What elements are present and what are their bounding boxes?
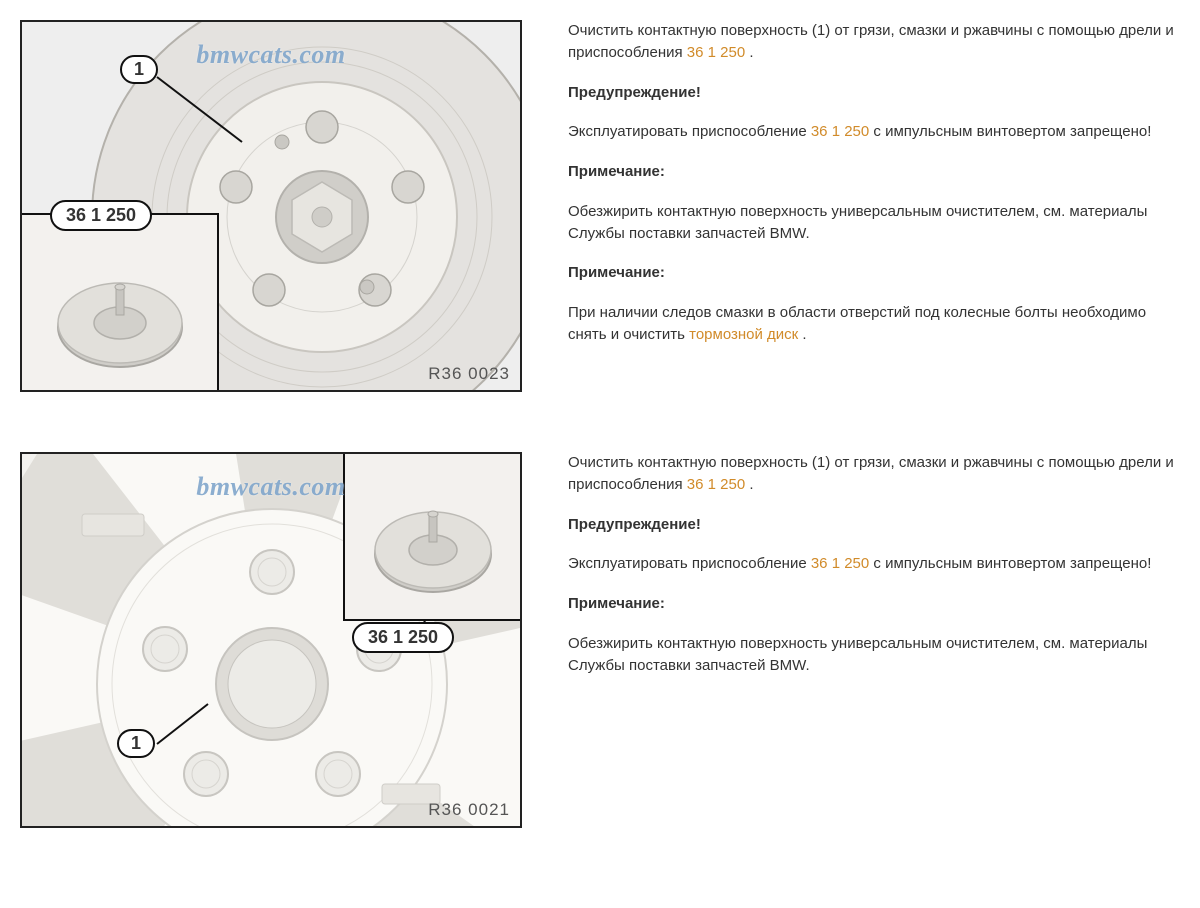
figure-2-callout-1: 1 (117, 729, 155, 758)
section-1-para-2: Эксплуатировать приспособление 36 1 250 … (568, 121, 1180, 143)
section-1-note1-heading: Примечание: (568, 161, 1180, 183)
section-1-para-1: Очистить контактную поверхность (1) от г… (568, 20, 1180, 64)
figure-1-inset (20, 213, 219, 392)
section-1-para-1b: . (745, 44, 753, 61)
tool-link[interactable]: 36 1 250 (687, 44, 745, 61)
figure-1-callout-tool: 36 1 250 (50, 200, 152, 231)
figure-1-callout-1-label: 1 (134, 59, 144, 79)
section-2-note1-heading: Примечание: (568, 593, 1180, 615)
figure-2-watermark: bmwcats.com (196, 472, 345, 502)
figure-1-callout-1: 1 (120, 55, 158, 84)
section-1-text: Очистить контактную поверхность (1) от г… (568, 20, 1180, 364)
section-1-para-2a: Эксплуатировать приспособление (568, 123, 811, 140)
figure-2-container: bmwcats.com (20, 452, 520, 828)
figure-1-inset-svg (22, 215, 217, 390)
section-1-para-4b: . (798, 326, 806, 343)
figure-2: bmwcats.com (20, 452, 522, 828)
figure-1: bmwcats.com (20, 20, 522, 392)
figure-2-ref: R36 0021 (428, 800, 510, 820)
section-2-para-1a: Очистить контактную поверхность (1) от г… (568, 454, 1174, 493)
section-1-para-4: При наличии следов смазки в области отве… (568, 302, 1180, 346)
section-1-warning-heading: Предупреждение! (568, 82, 1180, 104)
section-1-para-3: Обезжирить контактную поверхность универ… (568, 201, 1180, 245)
section-1-para-4a: При наличии следов смазки в области отве… (568, 304, 1146, 343)
figure-2-inset (343, 452, 522, 621)
figure-2-callout-tool: 36 1 250 (352, 622, 454, 653)
figure-2-callout-tool-label: 36 1 250 (368, 627, 438, 647)
figure-2-callout-1-label: 1 (131, 733, 141, 753)
brake-disc-link[interactable]: тормозной диск (689, 326, 798, 343)
section-1-note2-heading: Примечание: (568, 262, 1180, 284)
section-2-para-1: Очистить контактную поверхность (1) от г… (568, 452, 1180, 496)
section-2: bmwcats.com (20, 452, 1180, 828)
section-1: bmwcats.com (20, 20, 1180, 392)
tool-link[interactable]: 36 1 250 (811, 123, 869, 140)
section-2-text: Очистить контактную поверхность (1) от г… (568, 452, 1180, 694)
section-2-para-2: Эксплуатировать приспособление 36 1 250 … (568, 553, 1180, 575)
section-1-para-1a: Очистить контактную поверхность (1) от г… (568, 22, 1174, 61)
figure-1-container: bmwcats.com (20, 20, 520, 392)
section-2-para-3: Обезжирить контактную поверхность универ… (568, 633, 1180, 677)
tool-link[interactable]: 36 1 250 (811, 555, 869, 572)
section-2-para-1b: . (745, 476, 753, 493)
section-1-para-2b: с импульсным винтовертом запрещено! (869, 123, 1151, 140)
section-2-para-2b: с импульсным винтовертом запрещено! (869, 555, 1151, 572)
section-2-para-2a: Эксплуатировать приспособление (568, 555, 811, 572)
tool-link[interactable]: 36 1 250 (687, 476, 745, 493)
figure-2-inset-svg (345, 454, 520, 619)
figure-1-ref: R36 0023 (428, 364, 510, 384)
figure-1-callout-tool-label: 36 1 250 (66, 205, 136, 225)
figure-1-watermark: bmwcats.com (196, 40, 345, 70)
section-2-warning-heading: Предупреждение! (568, 514, 1180, 536)
